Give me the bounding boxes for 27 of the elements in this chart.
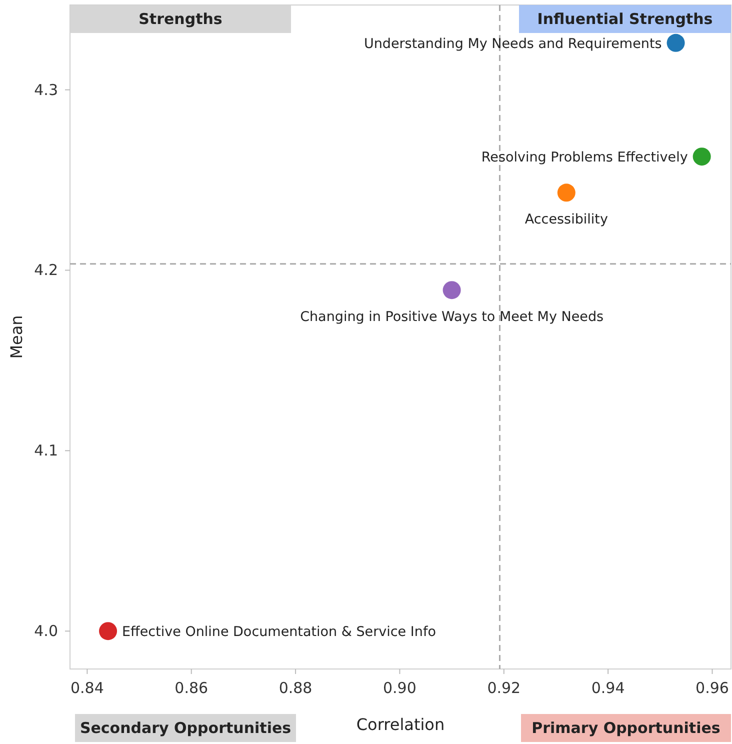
x-tick-label: 0.92 — [487, 679, 521, 697]
y-tick-label: 4.0 — [34, 622, 58, 640]
y-tick-label: 4.3 — [34, 80, 58, 99]
series-label: Resolving Problems Effectively — [481, 150, 688, 166]
x-tick-label: 0.94 — [591, 679, 625, 697]
x-tick-label: 0.90 — [383, 679, 416, 697]
text: Primary Opportunities — [532, 719, 720, 737]
point — [692, 148, 711, 166]
y-tick-label: 4.2 — [34, 261, 58, 280]
text: Secondary Opportunities — [80, 719, 292, 737]
series-label: Effective Online Documentation & Service Info — [122, 624, 436, 640]
annotation: Strengths — [138, 10, 222, 28]
series-label: Understanding My Needs and Requirements — [364, 36, 662, 52]
series-label: Changing in Positive Ways to Meet My Needs — [300, 309, 604, 326]
point — [557, 184, 576, 202]
point — [442, 281, 461, 300]
x-axis-title: Correlation — [356, 715, 445, 734]
annotation: Influential Strengths — [537, 10, 713, 28]
x-tick-label: 0.84 — [70, 679, 104, 697]
point — [666, 34, 685, 52]
point — [99, 622, 118, 640]
series-label: Accessibility — [524, 212, 608, 228]
x-tick-label: 0.86 — [174, 679, 208, 697]
x-tick-label: 0.96 — [696, 679, 729, 697]
x-tick-label: 0.88 — [278, 679, 312, 697]
y-axis-title: Mean — [7, 315, 26, 359]
y-tick-label: 4.1 — [34, 442, 58, 460]
